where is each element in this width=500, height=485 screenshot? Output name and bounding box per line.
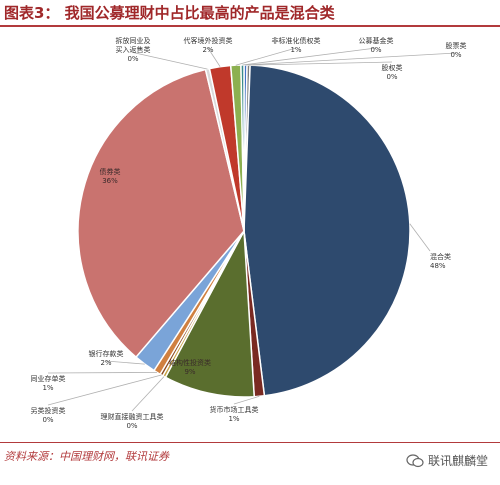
slice-label: 债券类 36% <box>100 167 121 185</box>
slice-label: 结构性投资类 9% <box>169 358 211 376</box>
slice-label: 货币市场工具类 1% <box>210 405 259 423</box>
slice-name: 银行存款类 <box>89 349 124 358</box>
slice-label: 非标准化债权类 1% <box>272 36 321 54</box>
pie-labels: 股票类 0%股权类 0%混合类 48%货币市场工具类 1%结构性投资类 9%理财直接融资工… <box>31 36 467 430</box>
slice-name: 另类投资类 <box>31 406 66 415</box>
slice-name: 同业存单类 <box>31 374 66 383</box>
slice-percent: 0% <box>127 55 138 63</box>
slice-percent: 48% <box>430 262 446 270</box>
slice-percent: 0% <box>126 422 137 430</box>
slice-name: 股票类 <box>446 41 467 50</box>
slice-label: 同业存单类 1% <box>31 374 66 392</box>
slice-label: 另类投资类 0% <box>31 406 66 424</box>
slice-name: 拆放同业及 <box>116 36 151 45</box>
slice-label: 代客境外投资类 2% <box>184 36 233 54</box>
footer-divider <box>0 442 500 443</box>
leader-line <box>233 395 260 405</box>
slice-percent: 0% <box>450 51 461 59</box>
leader-line <box>248 61 393 66</box>
leader-line <box>245 52 457 66</box>
slice-label: 股权类 0% <box>382 63 403 81</box>
slice-percent: 1% <box>290 46 301 54</box>
pie-slice <box>77 68 245 359</box>
slice-percent: 0% <box>386 73 397 81</box>
leader-line <box>105 360 145 365</box>
chart-title: 图表3： 我国公募理财中占比最高的产品是混合类 <box>4 4 335 22</box>
pie-slices <box>77 64 411 398</box>
leader-line <box>47 371 158 374</box>
slice-percent: 0% <box>370 46 381 54</box>
leader-line <box>207 47 221 67</box>
slice-label: 银行存款类 2% <box>89 349 124 367</box>
slice-percent: 1% <box>42 384 53 392</box>
slice-label: 拆放同业及买入返售类 0% <box>116 36 151 63</box>
slice-name: 公募基金类 <box>359 36 394 45</box>
source-note: 资料来源：中国理财网，联讯证券 <box>4 450 169 463</box>
slice-name: 股权类 <box>382 63 403 72</box>
slice-name: 代客境外投资类 <box>184 36 233 45</box>
leader-line <box>131 376 165 412</box>
pie-slice <box>243 64 411 397</box>
slice-percent: 9% <box>184 368 195 376</box>
wechat-icon <box>406 454 424 468</box>
leader-line <box>235 47 297 66</box>
title-divider <box>0 25 500 27</box>
pie-leader-lines <box>47 47 457 412</box>
slice-name: 买入返售类 <box>116 45 151 54</box>
leader-line <box>242 47 377 66</box>
watermark: 联讯麒麟堂 <box>406 452 488 469</box>
slice-name: 货币市场工具类 <box>210 405 259 414</box>
slice-label: 理财直接融资工具类 0% <box>101 412 164 430</box>
title-bar: 图表3： 我国公募理财中占比最高的产品是混合类 <box>0 0 500 27</box>
slice-percent: 2% <box>202 46 213 54</box>
slice-name: 非标准化债权类 <box>272 36 321 45</box>
slice-name: 混合类 <box>430 252 451 261</box>
leader-line <box>47 374 162 406</box>
leader-line <box>409 223 431 252</box>
slice-percent: 36% <box>102 177 118 185</box>
slice-name: 理财直接融资工具类 <box>101 412 164 421</box>
slice-percent: 0% <box>42 416 53 424</box>
slice-label: 混合类 48% <box>430 252 451 270</box>
leader-line <box>132 52 208 70</box>
slice-name: 债券类 <box>100 167 121 176</box>
slice-percent: 1% <box>228 415 239 423</box>
watermark-text: 联讯麒麟堂 <box>427 454 488 468</box>
pie-chart: 股票类 0%股权类 0%混合类 48%货币市场工具类 1%结构性投资类 9%理财直接融资工… <box>31 36 467 430</box>
slice-label: 股票类 0% <box>446 41 467 59</box>
slice-percent: 2% <box>100 359 111 367</box>
slice-label: 公募基金类 0% <box>359 36 394 54</box>
pie-slice <box>164 228 256 398</box>
slice-name: 结构性投资类 <box>169 358 211 367</box>
